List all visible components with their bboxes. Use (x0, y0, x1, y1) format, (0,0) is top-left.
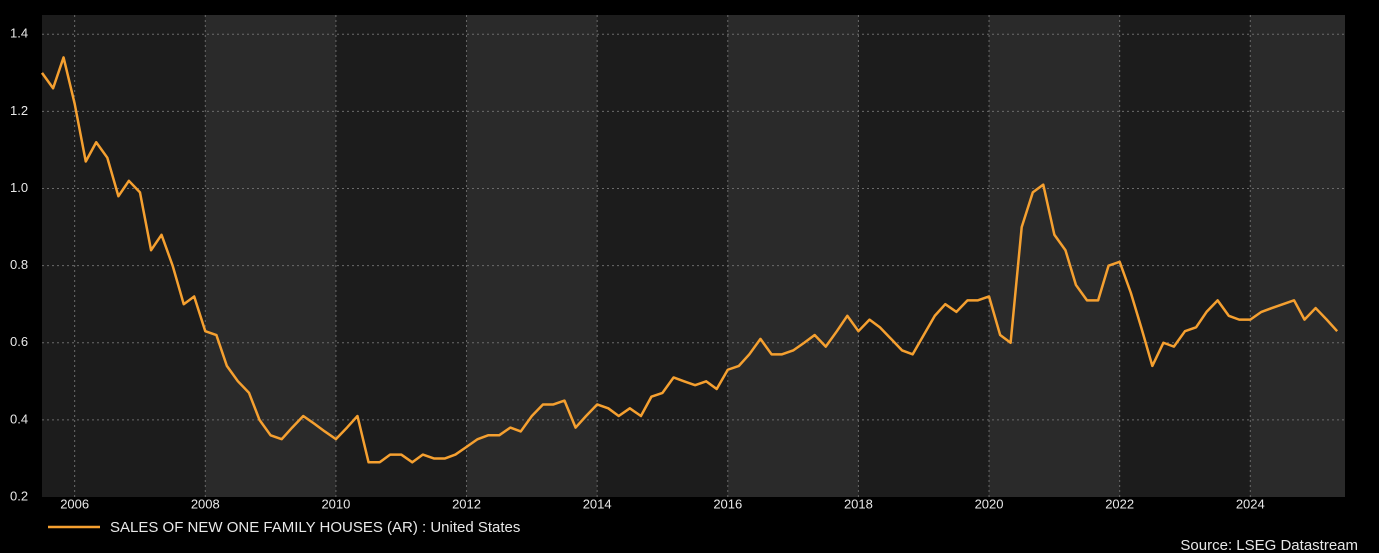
y-tick-label: 0.2 (10, 488, 28, 503)
y-tick-label: 1.4 (10, 26, 28, 41)
x-tick-label: 2008 (191, 496, 220, 511)
legend-label: SALES OF NEW ONE FAMILY HOUSES (AR) : Un… (110, 519, 520, 536)
x-tick-label: 2024 (1236, 496, 1265, 511)
source: Source: LSEG Datastream (1180, 537, 1358, 553)
band (205, 15, 336, 497)
x-tick-label: 2012 (452, 496, 481, 511)
band (727, 15, 859, 497)
y-tick-label: 1.2 (10, 103, 28, 118)
y-tick-label: 0.6 (10, 334, 28, 349)
x-tick-label: 2022 (1105, 496, 1134, 511)
y-tick-label: 0.8 (10, 257, 28, 272)
series-line (40, 56, 1339, 464)
x-tick-label: 2020 (975, 496, 1004, 511)
x-tick-label: 2014 (583, 496, 612, 511)
x-tick-label: 2006 (60, 496, 89, 511)
y-tick-label: 1.0 (10, 180, 28, 195)
y-tick-label: 0.4 (10, 411, 28, 426)
band (989, 15, 1120, 497)
band (1250, 15, 1345, 497)
x-tick-label: 2016 (713, 496, 742, 511)
x-tick-label: 2010 (321, 496, 350, 511)
x-tick-label: 2018 (844, 496, 873, 511)
